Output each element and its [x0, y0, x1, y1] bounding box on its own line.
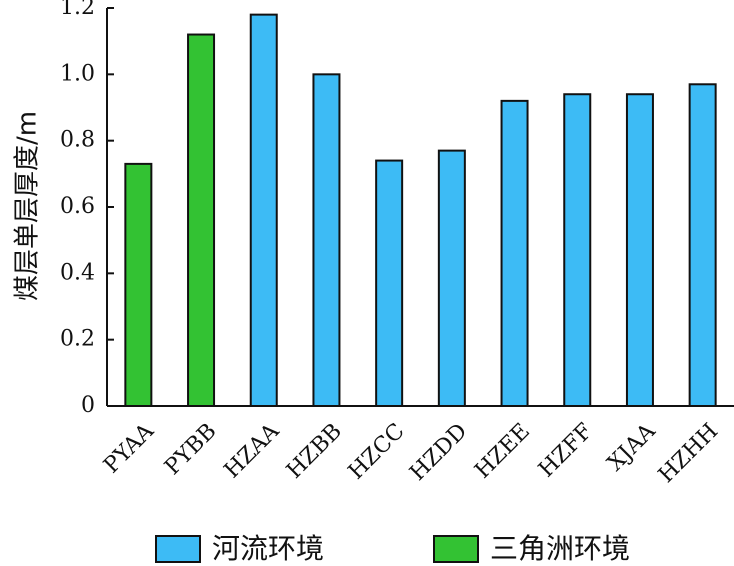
- legend-label: 三角洲环境: [490, 532, 630, 565]
- x-tick-label: HZCC: [344, 419, 410, 485]
- y-axis-label: 煤层单层厚度/m: [13, 111, 43, 301]
- bar-pyaa: [124, 162, 153, 407]
- bar-hzdd: [437, 149, 466, 407]
- y-tick-label: 0.6: [60, 194, 95, 219]
- y-tick-label: 1.0: [60, 61, 95, 86]
- legend-swatch: [433, 535, 479, 563]
- bars: [124, 13, 717, 408]
- y-tick-label: 0.2: [60, 327, 95, 352]
- x-tick-label: PYAA: [99, 418, 159, 478]
- x-tick-label: HZBB: [282, 419, 347, 484]
- bar-hzaa: [249, 13, 278, 408]
- bar-hzee: [500, 99, 529, 407]
- legend: 河流环境 三角洲环境: [155, 532, 630, 565]
- x-tick-label: HZAA: [220, 418, 285, 483]
- x-tick-label: PYBB: [160, 419, 221, 480]
- bar-hzhh: [688, 83, 717, 408]
- bar-hzff: [563, 93, 592, 407]
- x-tick-label: XJAA: [603, 418, 661, 476]
- x-tick-label: HZDD: [405, 419, 472, 486]
- y-axis: 0 0.2 0.4 0.6 0.8 1.0 1.2: [60, 0, 114, 418]
- legend-label: 河流环境: [212, 532, 324, 565]
- bar-pybb: [187, 33, 216, 408]
- bar-xjaa: [625, 93, 654, 407]
- y-tick-label: 0: [81, 393, 95, 418]
- y-tick-label: 0.8: [60, 128, 95, 153]
- y-tick-label: 0.4: [60, 260, 95, 285]
- x-tick-label: HZEE: [470, 419, 535, 484]
- bar-hzcc: [375, 159, 404, 407]
- bar-hzbb: [312, 73, 341, 407]
- legend-swatch: [155, 535, 201, 563]
- x-tick-label: HZHH: [654, 419, 723, 488]
- x-tick-label: HZFF: [534, 419, 598, 483]
- y-tick-label: 1.2: [60, 0, 95, 20]
